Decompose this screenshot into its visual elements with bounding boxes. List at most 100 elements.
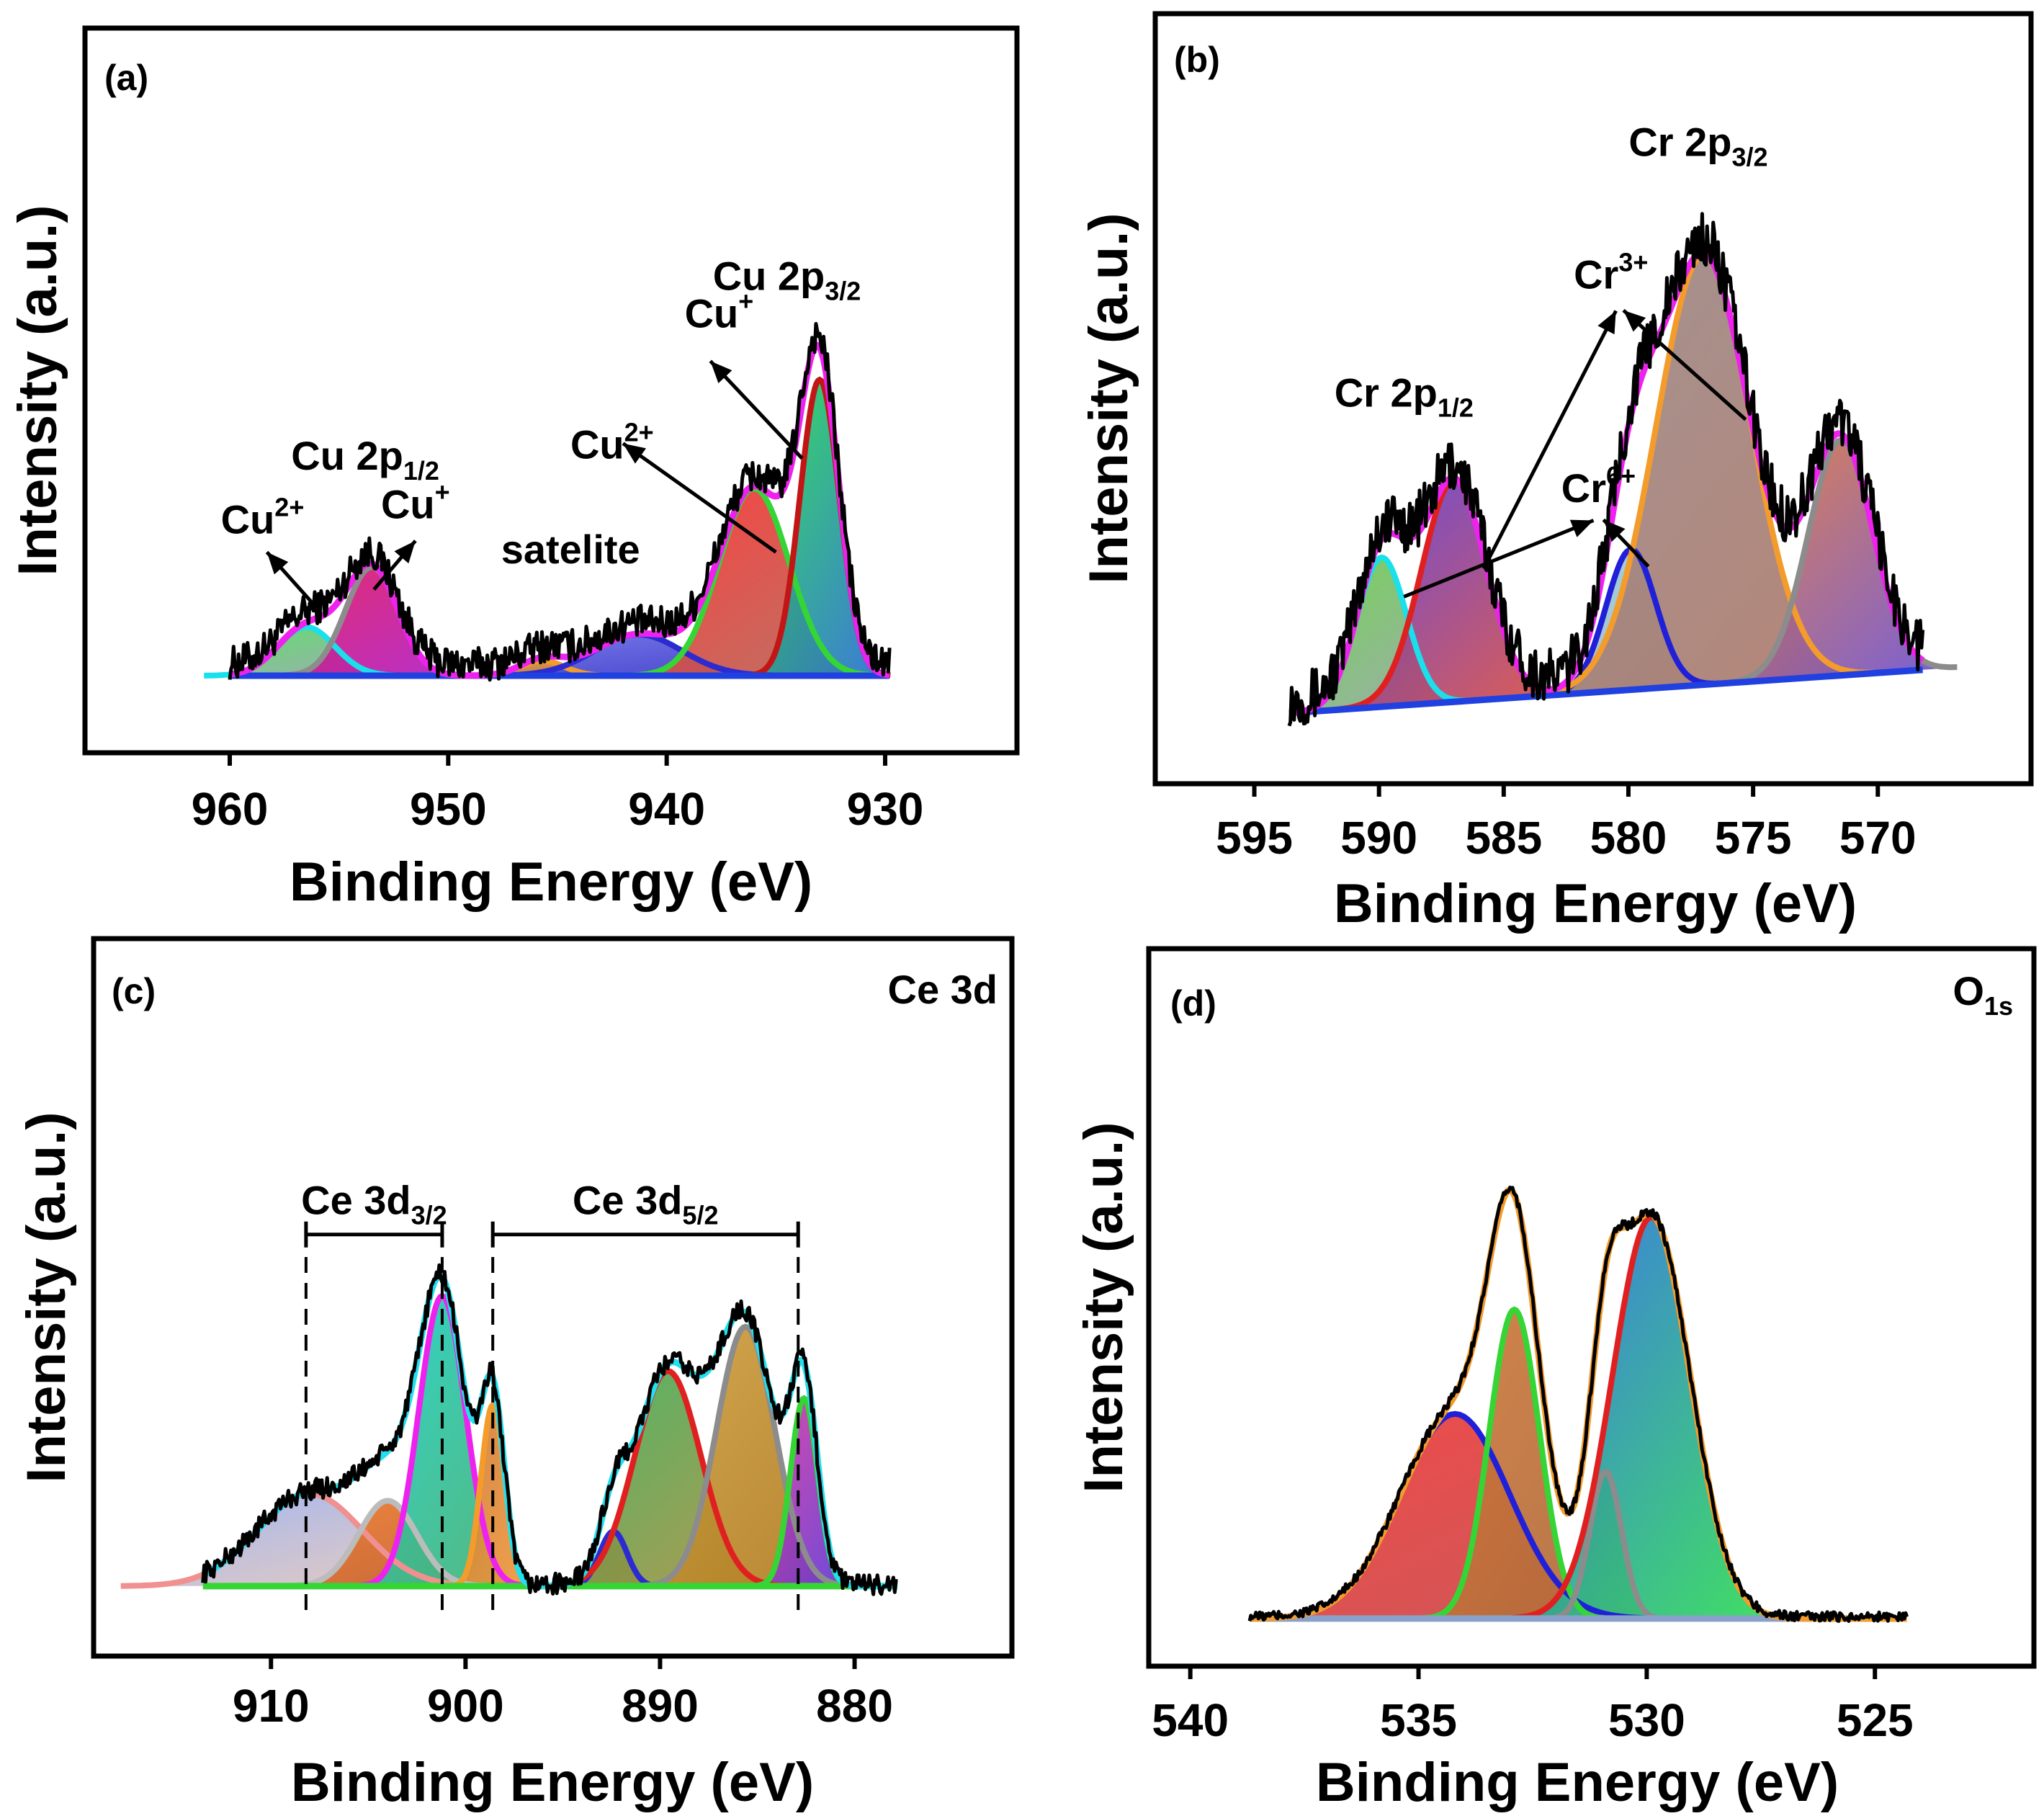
annotation-arrowhead [710,361,732,383]
annotation-arrowhead [623,443,646,464]
y-axis-label: Intensity (a.u.) [1078,213,1139,583]
x-tick-label: 880 [816,1680,893,1732]
plot-frame [91,936,1015,1659]
y-axis-label: Intensity (a.u.) [7,205,68,576]
y-axis-label: Intensity (a.u.) [1073,1122,1134,1493]
annotation-sub: 3/2 [825,276,861,305]
annotation-sub: 1/2 [403,456,439,486]
peak-annotation: Cu+ [381,478,450,527]
peak-fill [628,488,880,676]
x-tick-label: 580 [1590,812,1667,864]
peak-annotation: Cr6+ [1561,461,1636,511]
peak-fill [277,567,467,676]
bracket-label: Ce 3d3/2 [301,1178,447,1230]
plot-frame [1152,11,2034,787]
panel-label: (b) [1174,40,1220,80]
x-tick-label: 575 [1715,812,1792,864]
bracket-label-main: Ce 3d [573,1178,683,1223]
peak-fill [755,1398,853,1586]
annotation-sup: 3+ [1618,248,1648,277]
panel-title-sub: 1s [1984,991,2013,1021]
peak-annotation: Cu2+ [570,417,654,467]
panel-label: (a) [104,58,148,98]
annotation-arrow [1403,519,1595,599]
annotation-sup: 2+ [274,492,304,522]
annotation-arrowhead [394,540,416,564]
annotation-arrowhead [1623,310,1646,332]
peak-fill [480,634,796,676]
annotation-arrow [709,359,804,460]
annotation-arrowhead [1569,519,1594,537]
annotation-main: Cr [1561,465,1606,511]
annotation-arrowhead [1603,519,1626,542]
x-axis-label: Binding Energy (eV) [1334,873,1857,934]
raw-spectrum [228,322,892,682]
peak-fill [1337,480,1571,710]
x-tick-label: 930 [847,783,924,835]
panel-title: Ce 3d [888,967,998,1012]
x-tick-label: 890 [622,1680,699,1732]
annotation-main: Cr [1574,252,1618,298]
annotation-main: Cu [221,496,275,542]
x-tick-label: 900 [427,1680,504,1732]
x-tick-label: 595 [1216,812,1293,864]
peak-fill [282,1500,493,1586]
peak-fill [1723,440,1958,684]
panel-title: O1snon lattice Olattice OO2-O1- [1953,968,2013,1021]
x-tick-label: 540 [1152,1694,1229,1746]
y-axis-label: Intensity (a.u.) [16,1111,77,1482]
annotation-main: Cr 2p [1628,119,1731,164]
x-axis-label: Binding Energy (eV) [1316,1752,1839,1813]
peak-fill [748,380,891,676]
peak-curve [548,1368,787,1589]
panel-label: (c) [112,971,156,1011]
bracket-label: Ce 3d5/2 [573,1178,719,1230]
annotation-sup: + [738,286,753,316]
peak-fill [1424,1310,1605,1619]
annotation-main: Cu [381,482,435,527]
x-tick-label: 525 [1837,1694,1914,1746]
plot-frame [82,25,1020,756]
raw-spectrum [1287,212,1925,727]
x-tick-label: 535 [1380,1694,1457,1746]
peak-annotation: Cu 2p3/2 [713,253,861,305]
annotation-main: Cu [570,421,624,467]
annotation-sup: 2+ [624,417,654,447]
peak-fill [1533,255,1874,697]
peak-annotation: Cu2+ [221,492,305,542]
x-tick-label: 950 [410,783,487,835]
x-tick-label: 530 [1608,1694,1685,1746]
peak-fill [120,1493,499,1586]
plot-frame [1146,946,2037,1669]
annotation-sup: + [435,478,450,507]
peak-fill [640,1326,851,1586]
peak-annotation: Cr3+ [1574,248,1648,298]
raw-spectrum [1247,1185,1909,1623]
annotation-sup: 6+ [1606,461,1636,491]
peak-fill [549,1371,787,1586]
annotation-sub: 1/2 [1438,393,1474,423]
panel-d-o-1s: (d) O1snon lattice Olattice OO2-O1- 540 5… [1073,946,2037,1813]
peak-annotation: Cr 2p1/2 [1335,370,1474,423]
annotation-main: satelite [501,527,640,572]
annotation-main: Cu 2p [291,433,403,478]
annotation-main: Cu 2p [713,253,825,298]
peak-curve [640,1323,851,1589]
x-tick-label: 910 [233,1680,310,1732]
peak-annotation: satelite [501,527,640,572]
peak-fill [1258,1413,1652,1619]
peak-annotation: Cu 2p1/2 [291,433,439,486]
annotation-arrowhead [1597,310,1616,335]
bracket-label-sub: 5/2 [682,1201,718,1230]
x-tick-label: 940 [628,783,705,835]
peak-annotation: Cu+ [685,286,754,336]
panel-title-main: O [1953,968,1984,1014]
annotation-arrow [1482,310,1618,570]
panel-label: (d) [1170,983,1216,1024]
peak-annotation: Cr 2p3/2 [1628,119,1767,171]
baseline [1288,666,1923,717]
x-tick-label: 590 [1340,812,1417,864]
annotation-arrowhead [266,552,289,575]
